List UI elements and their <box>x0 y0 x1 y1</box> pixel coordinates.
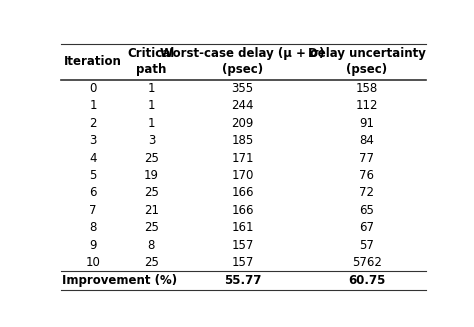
Text: 8: 8 <box>148 239 155 252</box>
Text: 166: 166 <box>231 186 254 199</box>
Text: 9: 9 <box>89 239 97 252</box>
Text: 2: 2 <box>89 117 97 129</box>
Text: 171: 171 <box>231 151 254 164</box>
Text: 19: 19 <box>144 169 159 182</box>
Text: 91: 91 <box>359 117 374 129</box>
Text: 25: 25 <box>144 221 159 234</box>
Text: 25: 25 <box>144 186 159 199</box>
Text: 6: 6 <box>89 186 97 199</box>
Text: 3: 3 <box>89 134 97 147</box>
Text: Delay uncertainty
(psec): Delay uncertainty (psec) <box>308 47 426 77</box>
Text: 25: 25 <box>144 256 159 269</box>
Text: 209: 209 <box>231 117 254 129</box>
Text: 4: 4 <box>89 151 97 164</box>
Text: 84: 84 <box>359 134 374 147</box>
Text: 21: 21 <box>144 204 159 217</box>
Text: 60.75: 60.75 <box>348 274 385 287</box>
Text: 1: 1 <box>89 99 97 112</box>
Text: Worst-case delay (μ + σ)
(psec): Worst-case delay (μ + σ) (psec) <box>160 47 325 77</box>
Text: 77: 77 <box>359 151 374 164</box>
Text: Critical
path: Critical path <box>128 47 175 77</box>
Text: 161: 161 <box>231 221 254 234</box>
Text: 244: 244 <box>231 99 254 112</box>
Text: 57: 57 <box>359 239 374 252</box>
Text: 157: 157 <box>231 239 254 252</box>
Text: 166: 166 <box>231 204 254 217</box>
Text: 157: 157 <box>231 256 254 269</box>
Text: 0: 0 <box>89 82 97 95</box>
Text: 72: 72 <box>359 186 374 199</box>
Text: Improvement (%): Improvement (%) <box>62 274 177 287</box>
Text: 355: 355 <box>231 82 254 95</box>
Text: 7: 7 <box>89 204 97 217</box>
Text: 67: 67 <box>359 221 374 234</box>
Text: 1: 1 <box>147 99 155 112</box>
Text: 76: 76 <box>359 169 374 182</box>
Text: 3: 3 <box>148 134 155 147</box>
Text: 65: 65 <box>359 204 374 217</box>
Text: 25: 25 <box>144 151 159 164</box>
Text: 5762: 5762 <box>352 256 382 269</box>
Text: 1: 1 <box>147 82 155 95</box>
Text: 8: 8 <box>89 221 97 234</box>
Text: 112: 112 <box>356 99 378 112</box>
Text: 1: 1 <box>147 117 155 129</box>
Text: 55.77: 55.77 <box>224 274 261 287</box>
Text: Iteration: Iteration <box>64 55 122 68</box>
Text: 170: 170 <box>231 169 254 182</box>
Text: 10: 10 <box>86 256 100 269</box>
Text: 158: 158 <box>356 82 378 95</box>
Text: 5: 5 <box>89 169 97 182</box>
Text: 185: 185 <box>231 134 254 147</box>
